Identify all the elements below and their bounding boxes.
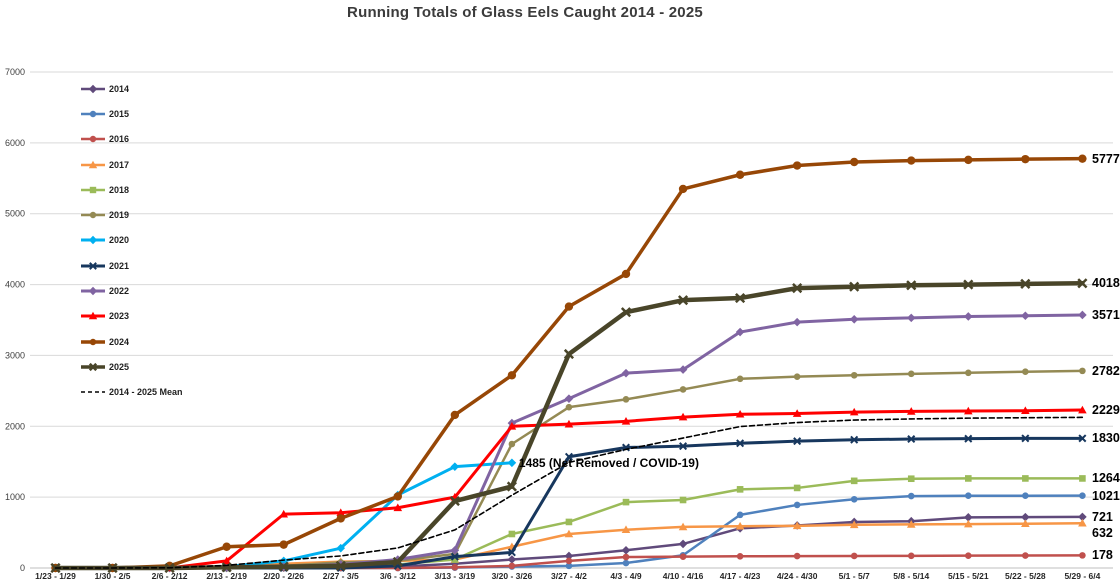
- end-label-2018: 1264: [1092, 471, 1120, 486]
- legend-label: 2024: [109, 336, 130, 347]
- end-label-2019: 2782: [1092, 363, 1120, 378]
- legend-key-icon: [81, 362, 105, 371]
- series-2014-2025-mean: [54, 416, 1084, 569]
- svg-text:4/24 - 4/30: 4/24 - 4/30: [777, 571, 818, 581]
- series-2023: [51, 405, 1087, 572]
- legend-item-2015: 2015: [80, 101, 183, 126]
- chart-legend: 2014 2015 2016 2017 2018 2019 2020 2021 2022 2023…: [80, 76, 183, 405]
- legend-label: 2015: [109, 108, 130, 119]
- svg-text:4/17 - 4/23: 4/17 - 4/23: [720, 571, 761, 581]
- end-label-2021: 1830: [1092, 431, 1120, 446]
- end-label-2015: 1021: [1092, 488, 1120, 503]
- legend-key-icon: [81, 211, 105, 219]
- legend-key-icon: [81, 261, 105, 270]
- legend-label: 2017: [109, 159, 130, 170]
- legend-label: 2021: [109, 260, 130, 271]
- end-label-2024: 5777: [1092, 151, 1120, 166]
- series-2024: [51, 154, 1087, 573]
- legend-item-2020: 2020: [80, 228, 183, 253]
- svg-text:5/22 - 5/28: 5/22 - 5/28: [1005, 571, 1046, 581]
- end-label-2017: 632: [1092, 525, 1113, 540]
- svg-text:5/15 - 5/21: 5/15 - 5/21: [948, 571, 989, 581]
- svg-text:0: 0: [20, 563, 25, 573]
- svg-text:1/30 - 2/5: 1/30 - 2/5: [95, 571, 131, 581]
- end-label-2023: 2229: [1092, 403, 1120, 418]
- svg-text:3000: 3000: [5, 350, 25, 360]
- legend-item-2016: 2016: [80, 127, 183, 152]
- legend-item-2018: 2018: [80, 177, 183, 202]
- legend-key-icon: [81, 391, 105, 394]
- gridlines: [30, 71, 1113, 569]
- x-axis-labels: 1/23 - 1/29 1/30 - 2/5 2/6 - 2/12 2/13 - 2/…: [35, 571, 1100, 581]
- legend-item-2021: 2021: [80, 253, 183, 278]
- legend-item-2024: 2024: [80, 329, 183, 354]
- legend-label: 2018: [109, 184, 130, 195]
- y-axis-labels: 0 1000 2000 3000 4000 5000 6000 7000: [5, 67, 25, 573]
- svg-text:3/6 - 3/12: 3/6 - 3/12: [380, 571, 416, 581]
- svg-text:2/27 - 3/5: 2/27 - 3/5: [323, 571, 359, 581]
- legend-label: 2014 - 2025 Mean: [109, 387, 183, 398]
- legend-label: 2025: [109, 361, 130, 372]
- svg-text:4/10 - 4/16: 4/10 - 4/16: [663, 571, 704, 581]
- svg-text:3/20 - 3/26: 3/20 - 3/26: [492, 571, 533, 581]
- svg-text:2/20 - 2/26: 2/20 - 2/26: [263, 571, 304, 581]
- svg-text:6000: 6000: [5, 138, 25, 148]
- legend-item-2019: 2019: [80, 202, 183, 227]
- legend-item-2014: 2014: [80, 76, 183, 101]
- legend-key-icon: [81, 84, 105, 93]
- legend-item-2023: 2023: [80, 304, 183, 329]
- end-label-2025: 4018: [1092, 276, 1120, 291]
- end-label-2014: 721: [1092, 509, 1113, 524]
- legend-item-2014-2025-mean: 2014 - 2025 Mean: [80, 380, 183, 405]
- svg-text:1/23 - 1/29: 1/23 - 1/29: [35, 571, 76, 581]
- svg-text:2/13 - 2/19: 2/13 - 2/19: [206, 571, 247, 581]
- legend-item-2017: 2017: [80, 152, 183, 177]
- legend-key-icon: [81, 338, 105, 345]
- legend-key-icon: [81, 136, 105, 143]
- legend-label: 2014: [109, 83, 130, 94]
- legend-label: 2016: [109, 134, 130, 145]
- svg-text:5000: 5000: [5, 209, 25, 219]
- legend-key-icon: [81, 160, 105, 168]
- svg-text:3/27 - 4/2: 3/27 - 4/2: [551, 571, 587, 581]
- svg-text:5/29 - 6/4: 5/29 - 6/4: [1064, 571, 1100, 581]
- legend-label: 2019: [109, 210, 130, 221]
- legend-key-icon: [81, 110, 105, 118]
- svg-text:1000: 1000: [5, 492, 25, 502]
- svg-text:7000: 7000: [5, 67, 25, 77]
- svg-text:4/3 - 4/9: 4/3 - 4/9: [610, 571, 641, 581]
- legend-item-2022: 2022: [80, 278, 183, 303]
- svg-text:2/6 - 2/12: 2/6 - 2/12: [152, 571, 188, 581]
- legend-key-icon: [81, 186, 105, 194]
- chart-title: Running Totals of Glass Eels Caught 2014…: [347, 4, 703, 21]
- legend-label: 2022: [109, 286, 130, 297]
- legend-item-2025: 2025: [80, 354, 183, 379]
- legend-key-icon: [81, 236, 105, 245]
- legend-label: 2023: [109, 311, 130, 322]
- legend-key-icon: [81, 286, 105, 296]
- svg-text:5/1 - 5/7: 5/1 - 5/7: [839, 571, 870, 581]
- svg-text:5/8 - 5/14: 5/8 - 5/14: [893, 571, 929, 581]
- series-2025: [50, 278, 1088, 574]
- legend-key-icon: [81, 312, 105, 320]
- legend-label: 2020: [109, 235, 130, 246]
- svg-text:3/13 - 3/19: 3/13 - 3/19: [435, 571, 476, 581]
- annotation-2020-net-removed: 1485 (Net Removed / COVID-19): [518, 455, 699, 470]
- svg-text:2000: 2000: [5, 421, 25, 431]
- end-label-2022: 3571: [1092, 307, 1120, 322]
- end-label-2016: 178: [1092, 548, 1113, 563]
- svg-text:4000: 4000: [5, 280, 25, 290]
